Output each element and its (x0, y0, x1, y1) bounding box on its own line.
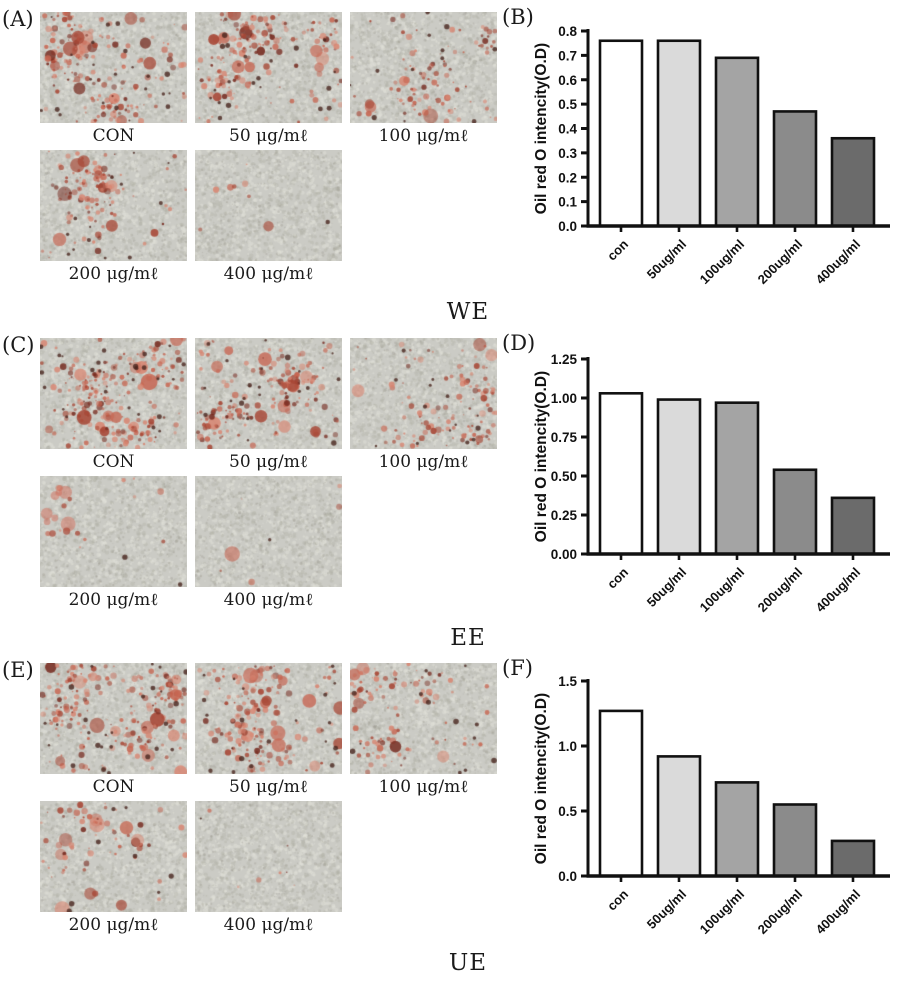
bar-chart-b: 0.0 0.1 0.2 0.3 0.4 0.5 0.6 0.7 0.8 con 50ug/ml 100… (533, 24, 890, 287)
micro-panel-letter-3: (E) (2, 658, 34, 682)
x-category-label: 100ug/ml (697, 565, 747, 615)
micrograph-ue-100ug (350, 663, 497, 774)
bar-50ug/ml (656, 398, 702, 556)
y-tick-label: 0.5 (558, 804, 577, 819)
y-tick-label: 1.5 (558, 674, 577, 689)
micrograph-label: 100 μg/mℓ (378, 126, 469, 146)
micrograph-ue-50ug (195, 663, 342, 774)
micrograph-we-50ug (195, 12, 342, 123)
bar-400ug/ml (830, 496, 876, 556)
y-tick-label: 0.00 (551, 547, 577, 562)
micrograph-ue-200ug (40, 801, 187, 912)
micrograph-label: 400 μg/mℓ (223, 590, 314, 610)
x-category-label: con (604, 236, 631, 263)
micrograph-ee-400ug (195, 476, 342, 587)
micrograph-ee-50ug (195, 338, 342, 449)
x-category-label: con (604, 886, 631, 913)
x-category-label: 400ug/ml (813, 887, 863, 937)
micrograph-we-200ug (40, 150, 187, 261)
y-tick-label: 1.0 (558, 739, 577, 754)
y-tick-label: 0.4 (558, 122, 577, 137)
x-category-label: 50ug/ml (644, 565, 689, 610)
micrograph-we-100ug (350, 12, 497, 123)
y-tick-label: 1.25 (551, 352, 578, 367)
micrograph-label: CON (92, 452, 135, 472)
group-label-we: WE (446, 299, 490, 325)
y-tick-label: 0.0 (558, 869, 577, 884)
y-axis-title: Oil red O intencity(O.D) (533, 43, 550, 214)
micrograph-label: 200 μg/mℓ (68, 915, 159, 935)
bar-400ug/ml (830, 839, 876, 878)
micrograph-label: 100 μg/mℓ (378, 777, 469, 797)
y-tick-label: 1.00 (551, 391, 577, 406)
group-label-ee: EE (450, 625, 486, 651)
x-category-label: con (604, 564, 631, 591)
bar-200ug/ml (772, 468, 818, 556)
micro-panel-letter-1: (A) (2, 7, 34, 31)
y-tick-label: 0.3 (558, 146, 577, 161)
bar-50ug/ml (656, 39, 702, 228)
micrograph-ee-con (40, 338, 187, 449)
y-tick-label: 0.7 (558, 48, 577, 63)
micrograph-we-con (40, 12, 187, 123)
y-tick-label: 0.75 (551, 430, 578, 445)
chart-panel-letter-3: (F) (502, 656, 533, 680)
y-tick-label: 0.50 (551, 469, 577, 484)
bar-con (598, 392, 644, 556)
x-category-label: 200ug/ml (755, 237, 805, 287)
y-axis-title: Oil red O intencity(O.D) (533, 693, 550, 864)
micrograph-label: 200 μg/mℓ (68, 590, 159, 610)
micrograph-label: CON (92, 777, 135, 797)
bar-chart-f: 0.0 0.5 1.0 1.5 con 50ug/ml 100ug/ml 200ug/ml 40… (533, 674, 890, 937)
x-category-label: 50ug/ml (644, 887, 689, 932)
chart-panel-letter-1: (B) (502, 5, 534, 29)
micrograph-ee-200ug (40, 476, 187, 587)
y-tick-label: 0.25 (551, 508, 578, 523)
y-tick-label: 0.5 (558, 97, 577, 112)
micrograph-ee-100ug (350, 338, 497, 449)
y-tick-label: 0.8 (558, 24, 577, 39)
micrograph-label: 50 μg/mℓ (229, 126, 308, 146)
bar-50ug/ml (656, 755, 702, 878)
x-category-label: 200ug/ml (755, 887, 805, 937)
bar-con (598, 709, 644, 878)
bar-200ug/ml (772, 110, 818, 228)
micrograph-ue-con (40, 663, 187, 774)
y-tick-label: 0.1 (558, 195, 577, 210)
x-category-label: 100ug/ml (697, 887, 747, 937)
bar-100ug/ml (714, 781, 760, 878)
bar-100ug/ml (714, 56, 760, 228)
x-category-label: 100ug/ml (697, 237, 747, 287)
micrograph-label: CON (92, 126, 135, 146)
micro-panel-letter-2: (C) (2, 333, 35, 357)
micrograph-label: 100 μg/mℓ (378, 452, 469, 472)
micrograph-label: 400 μg/mℓ (223, 264, 314, 284)
bar-100ug/ml (714, 401, 760, 556)
micrograph-label: 50 μg/mℓ (229, 452, 308, 472)
micrograph-label: 200 μg/mℓ (68, 264, 159, 284)
y-tick-label: 0.0 (558, 219, 577, 234)
chart-panel-letter-2: (D) (502, 331, 536, 355)
micrograph-label: 400 μg/mℓ (223, 915, 314, 935)
x-category-label: 200ug/ml (755, 565, 805, 615)
bar-200ug/ml (772, 803, 818, 878)
x-category-label: 50ug/ml (644, 237, 689, 282)
bar-chart-d: 0.00 0.25 0.50 0.75 1.00 1.25 con 50ug/ml 100ug/… (533, 352, 890, 615)
micrograph-ue-400ug (195, 801, 342, 912)
bar-400ug/ml (830, 136, 876, 228)
micrograph-we-400ug (195, 150, 342, 261)
y-tick-label: 0.6 (558, 73, 577, 88)
y-tick-label: 0.2 (558, 170, 577, 185)
bar-con (598, 39, 644, 228)
y-axis-title: Oil red O intencity(O.D) (533, 371, 550, 542)
micrograph-label: 50 μg/mℓ (229, 777, 308, 797)
x-category-label: 400ug/ml (813, 237, 863, 287)
group-label-ue: UE (448, 950, 488, 976)
x-category-label: 400ug/ml (813, 565, 863, 615)
